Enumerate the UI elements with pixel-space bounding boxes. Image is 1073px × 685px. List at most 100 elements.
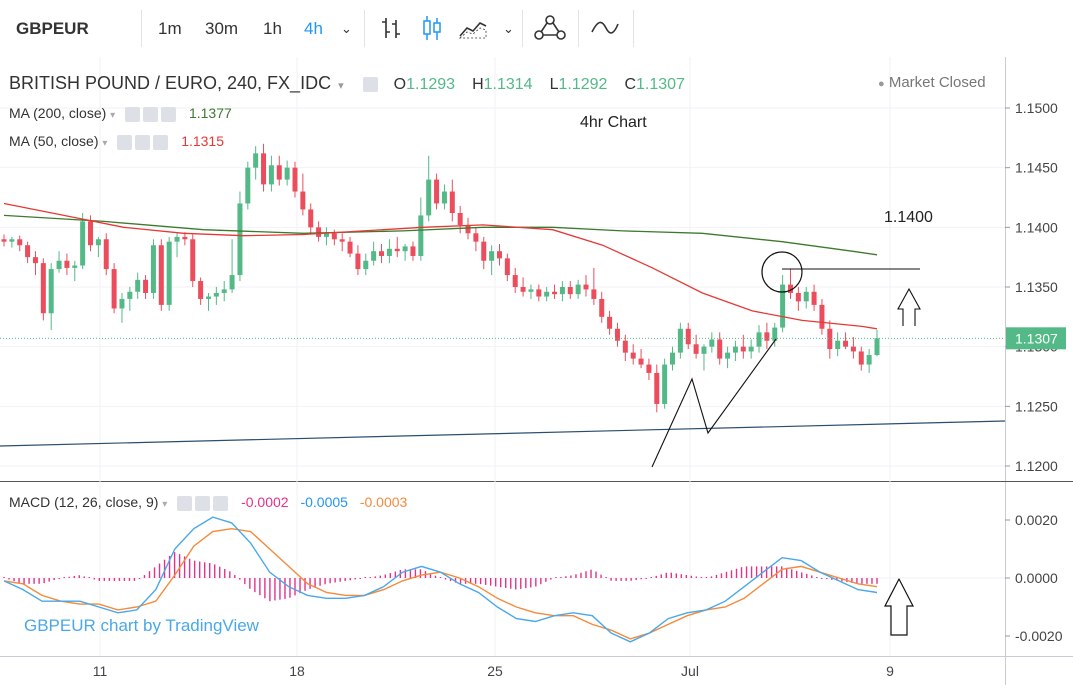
candle-body: [316, 227, 322, 237]
candle-body: [717, 339, 723, 359]
status-dot-icon: ●: [878, 78, 885, 90]
macd-label: MACD (12, 26, close, 9): [9, 494, 159, 510]
candle-body: [835, 340, 841, 350]
candle-body: [449, 191, 455, 214]
area-chart-icon[interactable]: [458, 16, 488, 40]
candle-body: [528, 289, 534, 292]
candle-body: [772, 327, 778, 341]
candle-body: [276, 165, 282, 180]
gear-icon[interactable]: [143, 106, 159, 122]
candle-body: [261, 153, 267, 185]
eye-icon[interactable]: [117, 134, 133, 150]
close-icon[interactable]: [161, 106, 177, 122]
close-icon[interactable]: [213, 495, 229, 511]
indicators-icon[interactable]: [532, 14, 568, 42]
time-axis-border: [0, 656, 1073, 657]
chevron-down-icon[interactable]: ▾: [110, 110, 116, 121]
eye-icon[interactable]: [362, 76, 378, 92]
macd-tick-label: -0.0020: [1015, 628, 1063, 644]
candle-body: [198, 281, 204, 299]
eye-icon[interactable]: [125, 106, 141, 122]
candle-body: [496, 251, 502, 259]
candle-body: [489, 251, 495, 261]
candle-body: [410, 246, 416, 256]
time-tick-label: Jul: [681, 663, 699, 679]
candle-body: [732, 346, 738, 353]
candle-body: [756, 332, 762, 347]
candle-body: [685, 328, 691, 345]
ma50-label: MA (50, close): [9, 133, 99, 149]
macd-legend: MACD (12, 26, close, 9) ▾ -0.0002 -0.000…: [9, 494, 407, 511]
annotation-4hr-chart: 4hr Chart: [580, 114, 647, 131]
candle-body: [32, 257, 38, 264]
candle-body: [347, 241, 353, 254]
candle-body: [292, 167, 298, 192]
candle-body: [245, 167, 251, 204]
long-trend-line: [0, 420, 1006, 447]
chevron-down-icon[interactable]: ▾: [102, 138, 108, 149]
candle-body: [803, 291, 809, 302]
compare-icon[interactable]: [590, 18, 620, 38]
candle-body: [174, 236, 180, 242]
chevron-down-icon[interactable]: ▾: [162, 499, 168, 510]
toolbar-divider: [364, 10, 365, 47]
candle-body: [268, 165, 274, 185]
candle-body: [504, 258, 510, 276]
candle-body: [811, 291, 817, 305]
main-legend: BRITISH POUND / EURO, 240, FX_IDC ▾ O1.1…: [9, 73, 685, 94]
candle-body: [426, 179, 432, 216]
annotation-target-label: 1.1400: [884, 209, 933, 226]
macd-hist-value: -0.0002: [241, 494, 289, 510]
macd-line: [3, 516, 878, 643]
candle-body: [9, 239, 15, 242]
candle-body: [819, 304, 825, 329]
candle-body: [111, 269, 117, 309]
interval-4h[interactable]: 4h: [304, 19, 323, 38]
zigzag-annotation: [651, 338, 777, 468]
candle-body: [748, 346, 754, 352]
chart-area[interactable]: 1.15001.14501.14001.13501.13001.12501.12…: [0, 57, 1073, 685]
high-label: H: [472, 76, 484, 93]
time-tick-label: 18: [289, 663, 305, 679]
pane-divider: [0, 481, 1073, 482]
candle-body: [787, 284, 793, 293]
candle-body: [630, 352, 636, 359]
macd-tick-label: 0.0020: [1015, 512, 1058, 528]
interval-30m[interactable]: 30m: [205, 19, 239, 38]
candle-body: [874, 338, 880, 356]
chevron-down-icon[interactable]: ⌄: [341, 21, 352, 36]
candle-body: [80, 221, 86, 266]
open-label: O: [393, 76, 407, 93]
candle-body: [95, 239, 101, 246]
candle-body: [850, 346, 856, 352]
close-value: 1.1307: [636, 76, 685, 93]
candle-body: [567, 287, 573, 295]
symbol-selector[interactable]: GBPEUR: [16, 19, 89, 38]
candle-body: [701, 346, 707, 354]
candle-body: [866, 355, 872, 365]
candle-body: [740, 346, 746, 352]
interval-1m[interactable]: 1m: [158, 19, 182, 38]
candle-body: [441, 191, 447, 204]
price-axis-border: [1005, 57, 1006, 685]
candle-body: [780, 284, 786, 328]
candle-body: [339, 239, 345, 242]
close-icon[interactable]: [153, 134, 169, 150]
close-label: C: [624, 76, 636, 93]
open-value: 1.1293: [406, 76, 456, 93]
bar-chart-icon[interactable]: [380, 16, 404, 40]
candle-body: [646, 364, 652, 373]
candle-body: [371, 251, 377, 261]
candle-body: [182, 236, 188, 240]
chevron-down-icon[interactable]: ▾: [338, 80, 344, 92]
candle-body: [457, 213, 463, 225]
eye-icon[interactable]: [177, 495, 193, 511]
candle-body: [237, 203, 243, 276]
gear-icon[interactable]: [195, 495, 211, 511]
interval-1h[interactable]: 1h: [263, 19, 282, 38]
candles-icon[interactable]: [421, 14, 445, 42]
price-tag-bg: [1006, 327, 1066, 350]
candle-body: [150, 245, 156, 293]
chevron-down-icon[interactable]: ⌄: [503, 21, 514, 36]
gear-icon[interactable]: [135, 134, 151, 150]
